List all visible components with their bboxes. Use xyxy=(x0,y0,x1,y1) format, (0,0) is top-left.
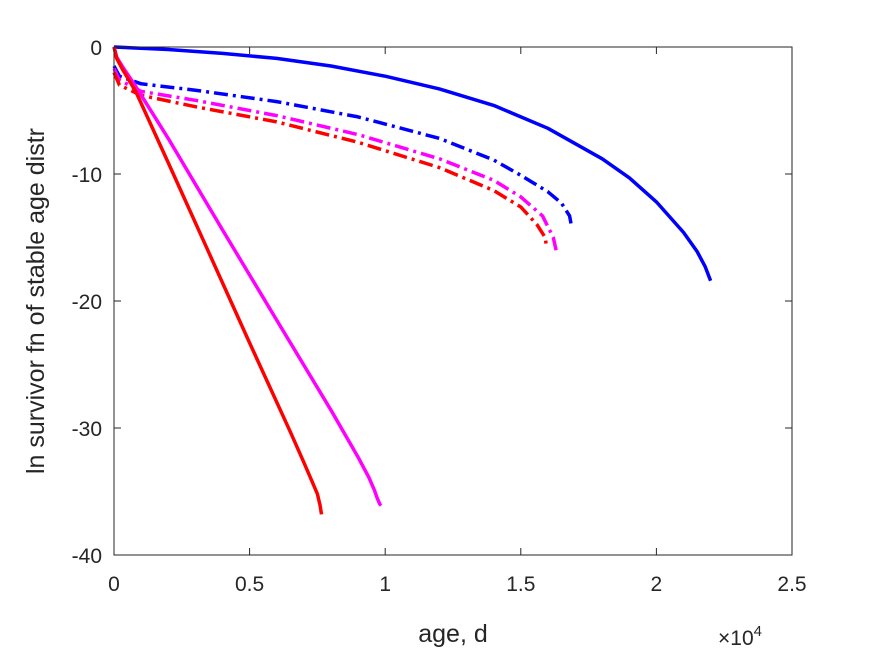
y-tick-label: -20 xyxy=(72,291,102,314)
y-tick-label: 0 xyxy=(90,37,102,60)
x-axis-exponent-base: ×10 xyxy=(718,627,754,650)
series-layer xyxy=(112,45,713,515)
y-tick-label: -40 xyxy=(72,545,102,568)
x-axis-exponent: ×104 xyxy=(718,623,762,650)
series-line-2 xyxy=(112,65,573,224)
series-line-1 xyxy=(113,45,713,282)
x-axis-label: age, d xyxy=(418,620,488,648)
y-tick-label: -30 xyxy=(72,418,102,441)
y-tick-label: -10 xyxy=(72,164,102,187)
x-tick-label: 1 xyxy=(379,573,391,596)
x-tick-label: 2 xyxy=(651,573,663,596)
x-tick-label: 0 xyxy=(108,573,120,596)
plot-area-frame xyxy=(113,46,793,556)
x-tick-label: 0.5 xyxy=(235,573,264,596)
x-tick-label: 2.5 xyxy=(777,573,806,596)
series-line-6 xyxy=(112,46,324,515)
x-tick-label: 1.5 xyxy=(506,573,535,596)
tick-layer: 0 0.5 1 1.5 2 2.5 0 -10 -20 -30 -40 xyxy=(72,37,807,596)
x-axis-exponent-power: 4 xyxy=(754,623,762,640)
y-axis-label: ln survivor fn of stable age distr xyxy=(22,128,50,474)
